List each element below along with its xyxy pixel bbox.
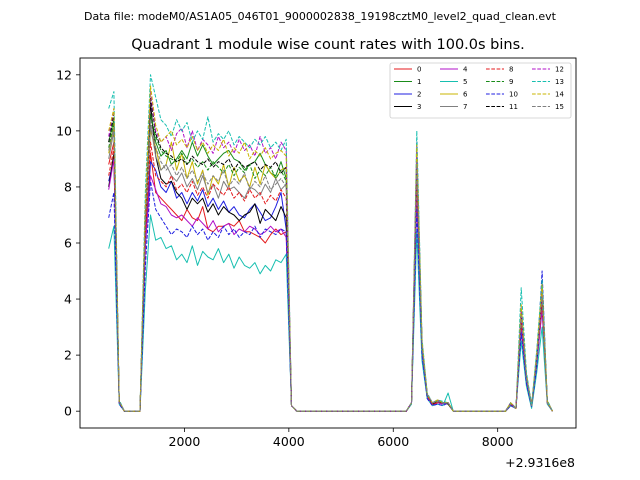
- x-axis: 2000 4000 6000 8000: [169, 428, 514, 449]
- y-tick-label: 2: [64, 348, 72, 363]
- y-tick-label: 8: [64, 179, 72, 194]
- legend-entry-1: 1: [394, 78, 421, 86]
- legend-label: 6: [463, 91, 468, 99]
- series-line-5: [108, 214, 553, 412]
- legend-label: 11: [509, 103, 518, 111]
- legend-entry-4: 4: [440, 66, 468, 74]
- y-tick-label: 4: [64, 292, 72, 307]
- series-line-0: [108, 141, 553, 412]
- series-layer: [108, 74, 553, 412]
- legend-label: 3: [417, 103, 421, 111]
- y-tick-label: 12: [56, 67, 72, 82]
- series-line-4: [108, 158, 553, 412]
- x-tick-label: 8000: [482, 434, 514, 449]
- legend-label: 15: [555, 103, 564, 111]
- legend-label: 13: [555, 78, 564, 86]
- legend-label: 4: [463, 66, 468, 74]
- legend-label: 10: [509, 91, 518, 99]
- series-line-12: [108, 91, 553, 412]
- series-line-8: [108, 141, 553, 412]
- x-tick-label: 6000: [377, 434, 409, 449]
- legend-entry-11: 11: [486, 103, 518, 111]
- legend-entry-8: 8: [486, 66, 513, 74]
- legend-entry-7: 7: [440, 103, 467, 111]
- y-tick-label: 10: [56, 123, 72, 138]
- legend-box: [389, 62, 572, 119]
- legend-entry-2: 2: [394, 91, 421, 99]
- legend-entry-14: 14: [532, 91, 564, 99]
- y-axis: 0 2 4 6 8 10 12: [56, 67, 80, 419]
- series-line-7: [108, 124, 553, 412]
- legend-entry-6: 6: [440, 91, 468, 99]
- x-offset-label: +2.9316e8: [505, 455, 575, 470]
- series-line-9: [108, 113, 553, 412]
- legend-entry-12: 12: [532, 66, 564, 74]
- series-line-10: [108, 180, 553, 412]
- series-line-15: [108, 119, 553, 412]
- y-tick-label: 0: [64, 404, 72, 419]
- legend-label: 5: [463, 78, 467, 86]
- plot-area: [79, 57, 577, 429]
- legend-label: 14: [555, 91, 564, 99]
- x-tick-label: 2000: [169, 434, 201, 449]
- chart-title: Quadrant 1 module wise count rates with …: [131, 37, 525, 53]
- series-line-2: [108, 158, 553, 412]
- legend-entry-15: 15: [532, 103, 564, 111]
- legend-entry-3: 3: [394, 103, 421, 111]
- figure-suptitle: Data file: modeM0/AS1A05_046T01_90000028…: [84, 10, 557, 23]
- legend-label: 0: [417, 66, 421, 74]
- x-tick-label: 4000: [273, 434, 305, 449]
- y-tick-label: 6: [64, 236, 72, 251]
- legend-entry-10: 10: [486, 91, 518, 99]
- legend-label: 2: [417, 91, 421, 99]
- series-line-6: [108, 124, 553, 412]
- series-line-14: [108, 85, 553, 412]
- series-line-1: [108, 113, 553, 412]
- legend-entry-13: 13: [532, 78, 564, 86]
- legend-entry-0: 0: [394, 66, 421, 74]
- legend-label: 7: [463, 103, 467, 111]
- legend-entry-9: 9: [486, 78, 513, 86]
- legend-label: 12: [555, 66, 564, 74]
- legend-label: 1: [417, 78, 421, 86]
- legend-label: 8: [509, 66, 513, 74]
- legend-entry-5: 5: [440, 78, 467, 86]
- series-line-11: [108, 96, 553, 412]
- series-line-13: [108, 74, 553, 412]
- legend-label: 9: [509, 78, 513, 86]
